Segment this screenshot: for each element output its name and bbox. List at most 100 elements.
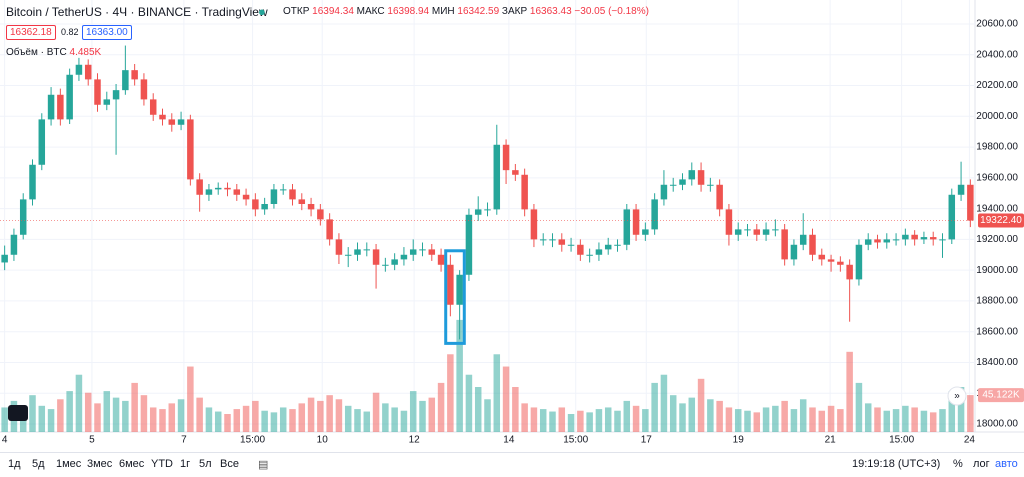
volume-bar [103,391,111,432]
volume-bar [539,409,547,432]
candle-body [716,184,723,210]
volume-bar [279,407,287,432]
range-button[interactable]: 1д [8,458,21,470]
volume-title: Объём · BTC [6,47,67,58]
volume-bar [753,412,761,432]
candle-body [261,204,268,210]
volume-bar [502,366,510,432]
y-tick-label: 19000.00 [976,265,1018,276]
candle-body [632,209,640,235]
volume-bar [781,400,788,432]
candle-body [929,237,937,240]
candle-body [317,209,324,220]
candle-body [688,170,696,180]
x-tick-label: 14 [503,435,515,446]
candle-body [651,199,658,230]
candle-body [289,189,296,200]
candle-body [252,199,259,210]
bid-button[interactable]: 16362.18 [6,25,56,40]
range-button[interactable]: Все [220,458,239,470]
low-label: МИН [431,6,455,17]
candle-body [967,184,974,221]
candle-body [567,244,575,246]
candle-body [131,70,138,80]
candle-body [521,174,528,210]
volume-bar [372,392,380,432]
candle-body [484,209,491,211]
candle-body [864,239,872,245]
volume-bar [344,405,352,432]
volume-bar [521,403,528,432]
y-tick-label: 19800.00 [976,142,1018,153]
volume-bar [688,397,696,432]
y-tick-label: 18600.00 [976,326,1018,337]
candle-body [242,194,250,200]
candle-body [902,234,909,240]
y-tick-label: 20000.00 [976,111,1018,122]
y-tick-label: 19600.00 [976,172,1018,183]
volume-bar [149,407,157,432]
volume-bar [419,400,426,432]
candle-body [874,239,881,243]
volume-bar [84,392,92,432]
candle-body [447,264,454,305]
last-price-tag [978,213,1024,228]
volume-bar [187,366,194,432]
volume-bar [242,405,250,432]
volume-bar [205,407,213,432]
candle-body [400,254,408,260]
volume-bar [335,399,343,432]
volume-bar [214,411,222,432]
volume-bar [929,412,937,432]
candle-body [307,204,315,210]
candle-body [103,99,111,105]
candle-body [187,119,194,180]
candle-body [159,114,166,120]
range-button[interactable]: 5л [199,458,212,470]
volume-bar [864,403,872,432]
x-tick-label: 21 [825,435,837,446]
go-to-date[interactable]: ▤ [258,459,269,471]
candle-body [57,94,64,120]
percent-toggle[interactable]: % [953,458,963,470]
candle-body [149,99,157,115]
range-button[interactable]: 6мес [119,458,145,470]
range-button[interactable]: 1мес [56,458,82,470]
range-button[interactable]: 1г [180,458,191,470]
volume-bar [224,414,231,432]
range-button[interactable]: 3мес [87,458,113,470]
ask-button[interactable]: 16363.00 [82,25,132,40]
candle-body [577,244,584,255]
volume-bar [651,382,658,432]
candle-body [883,239,891,243]
volume-bar [112,397,120,432]
volume-bar [790,409,798,432]
volume-bar [38,405,46,432]
candle-body [669,184,677,186]
candle-body [679,179,686,185]
candle-body [1,254,8,263]
log-toggle[interactable]: лог [973,458,990,470]
scroll-button[interactable] [947,386,967,406]
auto-toggle[interactable]: авто [995,458,1018,470]
candle-body [94,79,101,105]
candle-body [586,254,593,256]
candle-body [196,179,203,195]
y-tick-label: 20200.00 [976,80,1018,91]
volume-bar [261,410,268,432]
symbol-title[interactable]: Bitcoin / TetherUS · 4Ч · BINANCE · Trad… [6,5,268,19]
candle-body [827,259,835,262]
volume-bar [465,374,473,432]
candle-body [382,264,389,266]
candle-body [707,184,714,186]
volume-bar [799,399,807,432]
range-button[interactable]: 5д [32,458,45,470]
volume-bar [298,403,306,432]
volume-bar [94,403,101,432]
volume-bar [911,407,918,432]
candle-body [419,249,426,251]
volume-bar [409,391,417,432]
range-button[interactable]: YTD [151,458,173,470]
candle-body [855,244,863,280]
last-volume-label: 45.122K [982,390,1020,401]
